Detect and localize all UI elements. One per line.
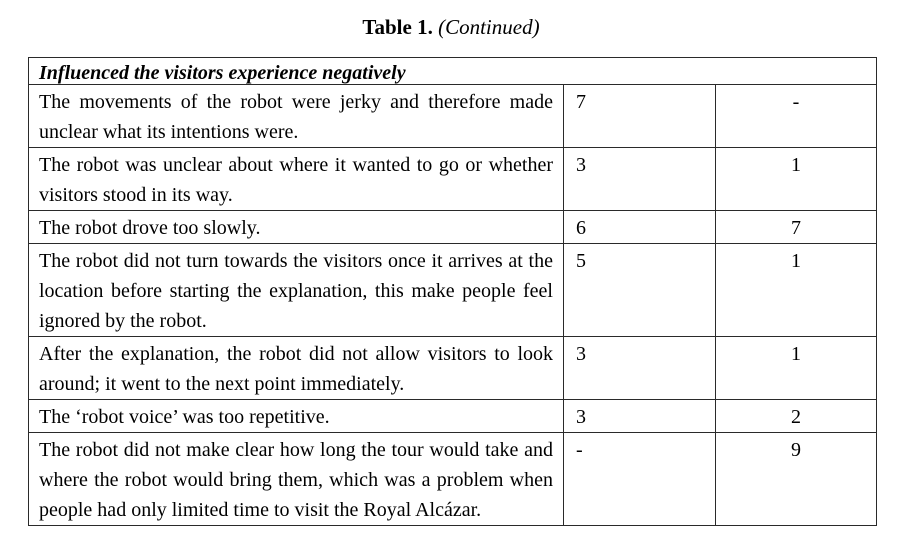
table-row: The robot did not turn towards the visit…	[28, 243, 877, 337]
row-description: The robot did not make clear how long th…	[28, 432, 564, 526]
row-description: After the explanation, the robot did not…	[28, 336, 564, 400]
section-header-row: Influenced the visitors experience negat…	[28, 57, 877, 85]
row-count-col1: 3	[563, 147, 716, 211]
row-count-col2: 1	[715, 147, 877, 211]
results-table: Influenced the visitors experience negat…	[28, 57, 877, 526]
table-label: Table 1.	[362, 15, 433, 39]
row-count-col1: 7	[563, 84, 716, 148]
table-row: After the explanation, the robot did not…	[28, 336, 877, 400]
row-description: The ‘robot voice’ was too repetitive.	[28, 399, 564, 433]
row-count-col1: 5	[563, 243, 716, 337]
row-description: The movements of the robot were jerky an…	[28, 84, 564, 148]
table-caption: Table 1. (Continued)	[0, 14, 902, 40]
table-row: The movements of the robot were jerky an…	[28, 84, 877, 148]
row-count-col1: -	[563, 432, 716, 526]
row-description: The robot was unclear about where it wan…	[28, 147, 564, 211]
row-count-col2: 7	[715, 210, 877, 244]
row-count-col2: 2	[715, 399, 877, 433]
row-count-col2: 1	[715, 243, 877, 337]
row-count-col2: 1	[715, 336, 877, 400]
table-continued-note: (Continued)	[438, 15, 540, 39]
table-row: The robot did not make clear how long th…	[28, 432, 877, 526]
table-row: The robot drove too slowly. 6 7	[28, 210, 877, 244]
row-count-col1: 3	[563, 336, 716, 400]
row-description: The robot drove too slowly.	[28, 210, 564, 244]
row-count-col1: 6	[563, 210, 716, 244]
table-row: The ‘robot voice’ was too repetitive. 3 …	[28, 399, 877, 433]
section-title: Influenced the visitors experience negat…	[28, 57, 877, 85]
table-row: The robot was unclear about where it wan…	[28, 147, 877, 211]
row-description: The robot did not turn towards the visit…	[28, 243, 564, 337]
row-count-col2: 9	[715, 432, 877, 526]
row-count-col2: -	[715, 84, 877, 148]
row-count-col1: 3	[563, 399, 716, 433]
